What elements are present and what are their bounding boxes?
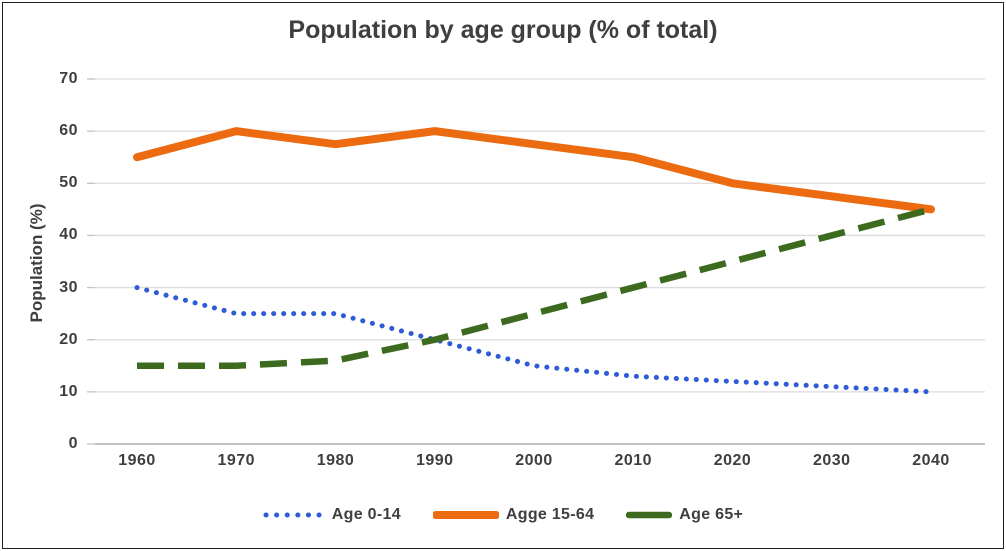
legend-key-dashed-line bbox=[626, 511, 673, 519]
x-tick-label-1960: 1960 bbox=[118, 452, 156, 469]
legend: Age 0-14 Agge 15-64 Age 65+ bbox=[0, 501, 1006, 529]
legend-label-age-65: Age 65+ bbox=[679, 506, 744, 523]
y-tick-label-30: 30 bbox=[59, 278, 78, 296]
y-tick-label-0: 0 bbox=[68, 435, 78, 452]
y-tick-label-20: 20 bbox=[59, 330, 78, 348]
y-tick-label-70: 70 bbox=[59, 70, 78, 87]
series-line-agge-15-64 bbox=[133, 127, 935, 214]
y-tick-label-50: 50 bbox=[59, 174, 78, 192]
legend-item-age-0-14: Age 0-14 bbox=[263, 506, 401, 524]
x-tick-label-2040: 2040 bbox=[912, 452, 950, 469]
x-tick-label-2030: 2030 bbox=[812, 452, 851, 469]
chart-title: Population by age group (% of total) bbox=[288, 16, 718, 44]
legend-item-agge-15-64: Agge 15-64 bbox=[432, 506, 595, 524]
series-line-age-0-14 bbox=[134, 285, 934, 395]
x-tick-label-1970: 1970 bbox=[217, 452, 256, 469]
series-line-age-65 bbox=[137, 206, 932, 370]
x-tick-label-1990: 1990 bbox=[415, 452, 454, 469]
y-tick-label-40: 40 bbox=[59, 226, 78, 244]
legend-key-solid-line bbox=[432, 511, 499, 519]
x-tick-label-2020: 2020 bbox=[713, 452, 752, 469]
legend-label-age-0-14: Age 0-14 bbox=[331, 506, 401, 523]
x-tick-label-2000: 2000 bbox=[515, 452, 553, 469]
legend-item-age-65: Age 65+ bbox=[626, 506, 743, 524]
y-tick-label-10: 10 bbox=[59, 382, 78, 400]
x-tick-label-1980: 1980 bbox=[316, 452, 355, 469]
y-tick-label-60: 60 bbox=[59, 122, 78, 140]
legend-key-dotted-line bbox=[263, 512, 325, 518]
legend-label-agge-15-64: Agge 15-64 bbox=[505, 506, 595, 523]
x-tick-label-2010: 2010 bbox=[614, 452, 653, 469]
